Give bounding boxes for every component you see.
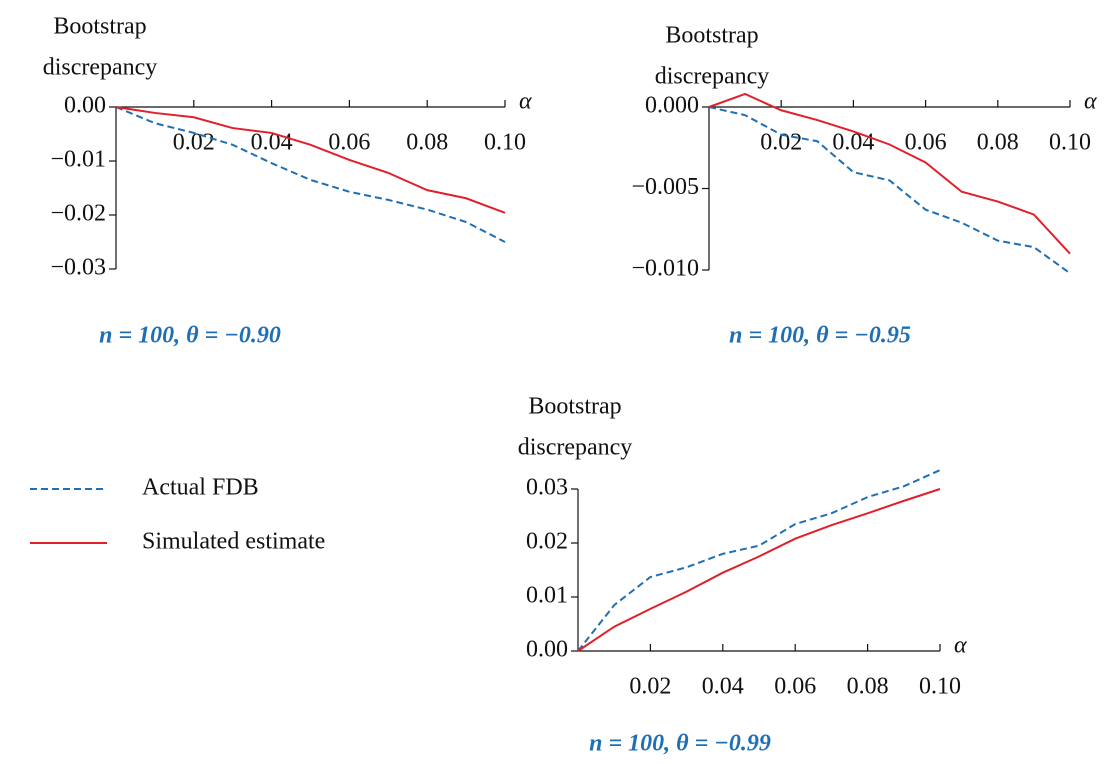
- y-tick-label: 0.02: [526, 529, 568, 555]
- y-axis-label: Bootstrap: [665, 23, 758, 49]
- x-axis-label: α: [519, 89, 532, 115]
- series-line: [577, 469, 941, 652]
- x-tick-label: 0.08: [977, 130, 1019, 156]
- x-tick-label: 0.08: [847, 674, 889, 700]
- y-axis-label: Bootstrap: [53, 14, 146, 40]
- y-tick-label: −0.010: [631, 256, 699, 282]
- x-tick-label: 0.10: [1049, 130, 1091, 156]
- series-line: [708, 106, 1071, 275]
- x-tick-label: 0.04: [832, 130, 874, 156]
- x-tick-label: 0.10: [919, 674, 961, 700]
- legend-label: Actual FDB: [142, 475, 259, 501]
- y-tick-label: −0.01: [50, 147, 106, 173]
- x-tick-label: 0.08: [406, 130, 448, 156]
- x-tick-label: 0.02: [760, 130, 802, 156]
- chart-title: n = 100, θ = −0.95: [729, 323, 911, 349]
- x-tick-label: 0.10: [484, 130, 526, 156]
- x-tick-label: 0.06: [328, 130, 370, 156]
- series-line: [115, 106, 506, 243]
- y-axis-label: discrepancy: [43, 55, 158, 81]
- x-axis-label: α: [954, 633, 967, 659]
- y-axis-label: discrepancy: [518, 435, 633, 461]
- y-tick-label: 0.00: [526, 637, 568, 663]
- y-tick-label: 0.03: [526, 475, 568, 501]
- x-axis-label: α: [1084, 89, 1097, 115]
- y-axis-label: Bootstrap: [528, 394, 621, 420]
- y-tick-label: −0.03: [50, 255, 106, 281]
- y-tick-label: 0.000: [645, 93, 699, 119]
- y-tick-label: 0.00: [64, 93, 106, 119]
- chart-title: n = 100, θ = −0.90: [99, 323, 281, 349]
- y-tick-label: 0.01: [526, 583, 568, 609]
- x-tick-label: 0.02: [629, 674, 671, 700]
- legend-label: Simulated estimate: [142, 529, 325, 555]
- x-tick-label: 0.06: [905, 130, 947, 156]
- x-tick-label: 0.06: [774, 674, 816, 700]
- y-tick-label: −0.005: [631, 174, 699, 200]
- y-tick-label: −0.02: [50, 201, 106, 227]
- chart-title: n = 100, θ = −0.99: [589, 731, 771, 757]
- series-line: [708, 92, 1071, 255]
- x-tick-label: 0.04: [702, 674, 744, 700]
- series-line: [577, 488, 941, 652]
- y-axis-label: discrepancy: [655, 64, 770, 90]
- series-line: [115, 106, 506, 214]
